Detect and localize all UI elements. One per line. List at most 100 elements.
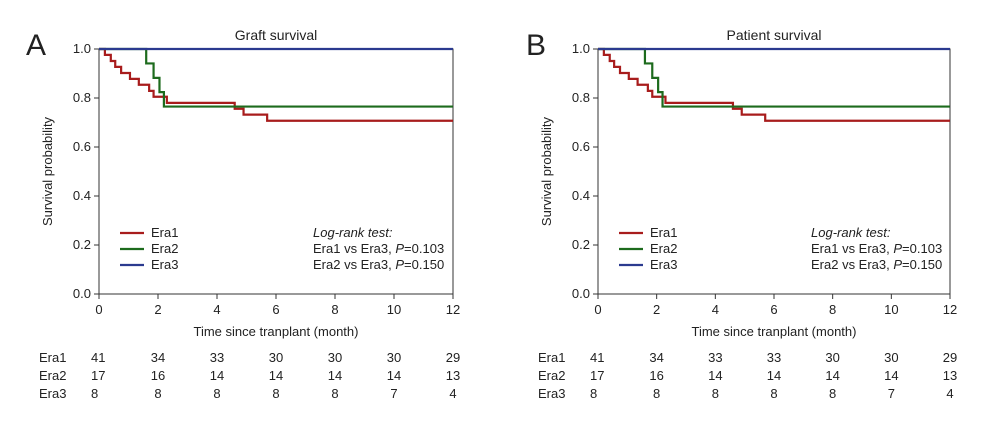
risk-value: 14 [708, 368, 722, 383]
risk-value: 14 [328, 368, 342, 383]
risk-value: 14 [269, 368, 283, 383]
x-tick-label: 10 [387, 302, 401, 317]
risk-value: 34 [151, 350, 165, 365]
risk-value: 41 [91, 350, 105, 365]
risk-value: 29 [943, 350, 957, 365]
risk-value: 30 [884, 350, 898, 365]
legend-label: Era3 [151, 257, 178, 272]
risk-value: 29 [446, 350, 460, 365]
risk-value: 14 [884, 368, 898, 383]
x-tick-label: 2 [154, 302, 161, 317]
risk-value: 13 [446, 368, 460, 383]
risk-value: 8 [712, 386, 719, 401]
x-tick-label: 0 [95, 302, 102, 317]
y-axis-label: Survival probability [40, 116, 55, 226]
chart-title: Patient survival [727, 27, 822, 43]
risk-value: 30 [825, 350, 839, 365]
risk-value: 30 [269, 350, 283, 365]
test-result: Era1 vs Era3, P=0.103 [313, 241, 444, 256]
x-tick-label: 6 [770, 302, 777, 317]
panel-letter: A [26, 29, 46, 62]
risk-value: 17 [91, 368, 105, 383]
risk-value: 33 [767, 350, 781, 365]
chart-title: Graft survival [235, 27, 317, 43]
legend-label: Era1 [151, 225, 178, 240]
risk-row-label: Era1 [538, 350, 565, 365]
y-tick-label: 0.0 [73, 286, 91, 301]
risk-value: 30 [387, 350, 401, 365]
legend-label: Era3 [650, 257, 677, 272]
test-result: Era1 vs Era3, P=0.103 [811, 241, 942, 256]
y-tick-label: 0.2 [73, 237, 91, 252]
x-axis-label: Time since tranplant (month) [194, 324, 359, 339]
risk-value: 8 [213, 386, 220, 401]
risk-row-label: Era3 [39, 386, 66, 401]
legend-label: Era1 [650, 225, 677, 240]
risk-value: 8 [331, 386, 338, 401]
risk-value: 16 [649, 368, 663, 383]
risk-value: 30 [328, 350, 342, 365]
risk-value: 14 [767, 368, 781, 383]
test-heading: Log-rank test: [313, 225, 393, 240]
risk-value: 7 [390, 386, 397, 401]
x-tick-label: 12 [446, 302, 460, 317]
panel-a: A Graft survival 0.0 0.2 0.4 0.6 0.8 1.0 0 2 4 6 8 10… [26, 27, 460, 401]
risk-value: 8 [154, 386, 161, 401]
y-tick-label: 0.4 [572, 188, 590, 203]
x-axis-label: Time since tranplant (month) [692, 324, 857, 339]
risk-value: 13 [943, 368, 957, 383]
risk-value: 33 [210, 350, 224, 365]
x-tick-label: 10 [884, 302, 898, 317]
risk-value: 17 [590, 368, 604, 383]
test-result: Era2 vs Era3, P=0.150 [313, 257, 444, 272]
risk-row-label: Era3 [538, 386, 565, 401]
panel-letter: B [526, 29, 546, 62]
risk-row-label: Era2 [538, 368, 565, 383]
y-tick-label: 1.0 [73, 41, 91, 56]
y-tick-label: 0.2 [572, 237, 590, 252]
risk-value: 4 [449, 386, 456, 401]
risk-value: 8 [272, 386, 279, 401]
x-tick-label: 0 [594, 302, 601, 317]
risk-value: 16 [151, 368, 165, 383]
risk-value: 8 [91, 386, 98, 401]
y-tick-label: 1.0 [572, 41, 590, 56]
test-heading: Log-rank test: [811, 225, 891, 240]
x-tick-label: 6 [272, 302, 279, 317]
risk-value: 41 [590, 350, 604, 365]
series-line-era1 [598, 47, 950, 122]
risk-value: 4 [946, 386, 953, 401]
y-tick-label: 0.4 [73, 188, 91, 203]
risk-value: 34 [649, 350, 663, 365]
risk-value: 33 [708, 350, 722, 365]
risk-value: 8 [590, 386, 597, 401]
risk-value: 14 [387, 368, 401, 383]
y-tick-label: 0.0 [572, 286, 590, 301]
x-tick-label: 4 [712, 302, 719, 317]
risk-value: 14 [210, 368, 224, 383]
risk-value: 14 [825, 368, 839, 383]
risk-value: 8 [829, 386, 836, 401]
x-tick-label: 8 [829, 302, 836, 317]
series-line-era2 [99, 47, 453, 108]
x-tick-label: 2 [653, 302, 660, 317]
risk-value: 8 [653, 386, 660, 401]
series-line-era2 [598, 47, 950, 108]
y-tick-label: 0.6 [73, 139, 91, 154]
x-tick-label: 4 [213, 302, 220, 317]
risk-row-label: Era2 [39, 368, 66, 383]
y-tick-label: 0.8 [73, 90, 91, 105]
y-axis-label: Survival probability [539, 116, 554, 226]
legend-label: Era2 [650, 241, 677, 256]
y-tick-label: 0.8 [572, 90, 590, 105]
panel-b: B Patient survival 0.0 0.2 0.4 0.6 0.8 1.0 0 2 4 6 8… [526, 27, 957, 401]
risk-value: 8 [770, 386, 777, 401]
risk-value: 7 [888, 386, 895, 401]
y-tick-label: 0.6 [572, 139, 590, 154]
test-result: Era2 vs Era3, P=0.150 [811, 257, 942, 272]
risk-row-label: Era1 [39, 350, 66, 365]
x-tick-label: 8 [331, 302, 338, 317]
series-line-era1 [99, 47, 453, 122]
